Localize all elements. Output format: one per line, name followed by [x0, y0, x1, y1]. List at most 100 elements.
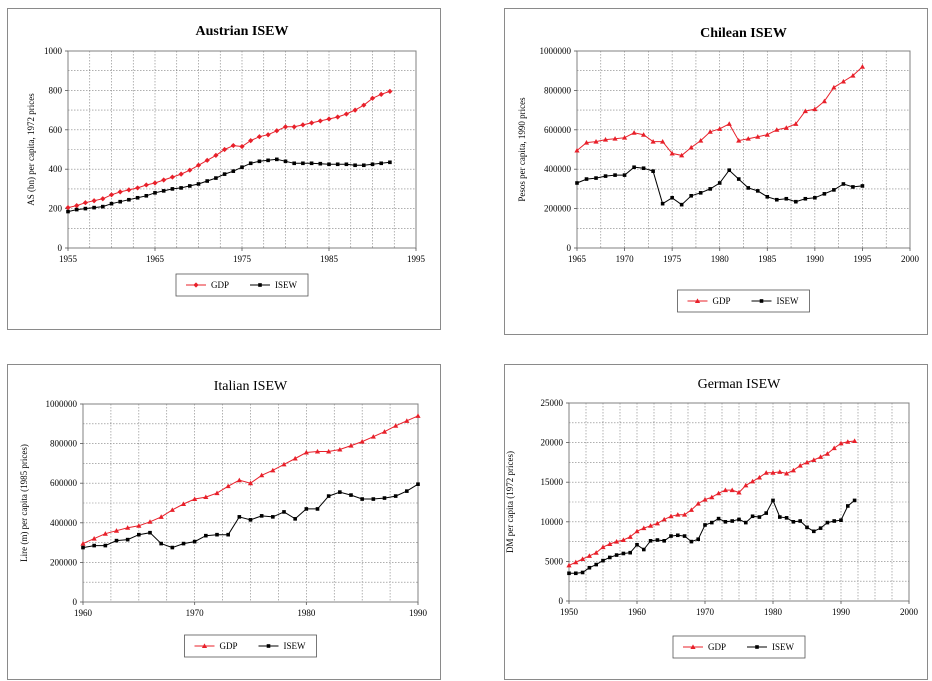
series-isew: [575, 165, 865, 207]
data-point-isew: [851, 185, 855, 189]
y-axis-label: Pesos per capita, 1990 prices: [517, 97, 527, 202]
chart-panel-chilean: Chilean ISEW 1965 1970 1975 1980 1985 1990 1995…: [504, 8, 928, 335]
data-point-isew: [371, 497, 376, 501]
data-point-isew: [775, 197, 779, 202]
data-point-gdp: [291, 124, 297, 130]
data-point-gdp: [669, 150, 675, 156]
data-point-gdp: [811, 457, 817, 463]
chart-panel-german: German ISEW 1950 1960 1970 1980 1990 2000 0 5000…: [504, 364, 928, 680]
data-point-isew: [188, 184, 192, 188]
data-point-gdp: [695, 500, 701, 506]
data-point-isew: [179, 186, 183, 190]
data-point-isew: [161, 189, 166, 193]
data-point-isew: [812, 529, 816, 534]
x-tick-label: 1970: [616, 254, 635, 264]
data-point-gdp: [764, 132, 770, 137]
data-point-isew: [382, 496, 387, 500]
data-point-gdp: [317, 118, 323, 124]
x-tick-label: 1990: [806, 254, 825, 264]
data-point-gdp: [415, 413, 421, 418]
data-point-gdp: [566, 562, 572, 568]
x-tick-label: 1965: [146, 254, 165, 264]
data-point-gdp: [602, 137, 609, 142]
x-tick-label: 1955: [59, 254, 78, 264]
data-point-isew: [717, 181, 722, 185]
data-point-isew: [641, 166, 646, 171]
data-point-gdp: [573, 559, 579, 565]
data-point-isew: [335, 162, 340, 167]
data-point-isew: [567, 571, 571, 576]
data-point-gdp: [838, 440, 844, 446]
data-point-isew: [362, 163, 366, 168]
data-point-isew: [574, 571, 578, 576]
data-point-isew: [839, 518, 843, 523]
data-point-gdp: [607, 541, 613, 546]
data-point-gdp: [236, 477, 242, 483]
data-point-isew: [696, 537, 700, 542]
y-tick-label: 800000: [544, 85, 572, 95]
legend-label-gdp: GDP: [220, 641, 238, 651]
data-point-isew: [416, 482, 420, 486]
y-tick-label: 200000: [50, 557, 78, 567]
data-point-gdp: [668, 513, 674, 519]
y-tick-label: 400000: [50, 518, 78, 528]
data-point-gdp: [770, 470, 776, 475]
chart-panel-austrian: Austrian ISEW 1955 1965 1975 1985 1995 0 200 400…: [7, 8, 441, 330]
data-point-isew: [83, 206, 88, 211]
data-point-isew: [405, 489, 409, 493]
data-point-isew: [832, 188, 836, 192]
data-point-isew: [580, 570, 585, 575]
data-point-isew: [338, 490, 342, 494]
data-point-gdp: [91, 536, 97, 541]
data-point-isew: [204, 533, 208, 538]
y-tick-label: 0: [567, 243, 572, 253]
y-tick-label: 400: [49, 164, 63, 174]
data-point-isew: [805, 525, 809, 530]
data-point-isew: [651, 169, 655, 173]
legend-label-isew: ISEW: [777, 296, 800, 306]
y-tick-label: 5000: [545, 556, 564, 566]
data-point-isew: [660, 201, 665, 206]
data-point-isew: [803, 196, 808, 201]
data-point-isew: [170, 187, 175, 191]
data-point-isew: [326, 494, 331, 498]
data-point-isew: [114, 538, 119, 543]
data-point-isew: [118, 199, 122, 204]
data-point-gdp: [309, 120, 315, 126]
data-point-isew: [301, 161, 305, 166]
data-point-gdp: [621, 135, 628, 140]
y-tick-label: 1000000: [46, 399, 78, 409]
data-point-gdp: [593, 550, 599, 555]
y-tick-label: 600000: [544, 125, 572, 135]
data-point-gdp: [583, 140, 590, 145]
data-point-gdp: [80, 540, 86, 546]
legend-label-gdp: GDP: [713, 296, 731, 306]
x-tick-label: 1975: [233, 254, 252, 264]
data-point-gdp: [675, 512, 681, 517]
x-tick-label: 1960: [628, 607, 647, 617]
data-point-gdp: [352, 107, 358, 113]
data-point-isew: [587, 565, 592, 570]
x-tick-label: 1965: [568, 254, 587, 264]
data-point-gdp: [135, 185, 141, 191]
legend-marker-gdp: [690, 644, 696, 649]
chart-panel-italian: Italian ISEW 1960 1970 1980 1990 0 200000 40000…: [7, 364, 441, 680]
data-point-isew: [344, 162, 349, 167]
data-point-isew: [682, 534, 687, 538]
data-point-gdp: [270, 467, 276, 473]
data-point-gdp: [821, 98, 827, 104]
legend-label-gdp: GDP: [708, 642, 726, 652]
legend-marker-gdp: [193, 282, 199, 288]
data-point-gdp: [158, 514, 164, 519]
legend-box: [175, 273, 309, 297]
y-axis-label: AS (bn) per capita, 1972 prices: [26, 93, 36, 206]
data-point-isew: [703, 523, 707, 527]
data-point-gdp: [634, 528, 640, 534]
data-point-gdp: [850, 73, 856, 78]
x-tick-label: 1970: [186, 608, 205, 618]
data-point-gdp: [661, 516, 667, 522]
data-point-gdp: [180, 501, 187, 506]
data-point-gdp: [631, 130, 637, 135]
data-point-gdp: [169, 174, 175, 180]
y-tick-label: 200: [49, 204, 63, 214]
